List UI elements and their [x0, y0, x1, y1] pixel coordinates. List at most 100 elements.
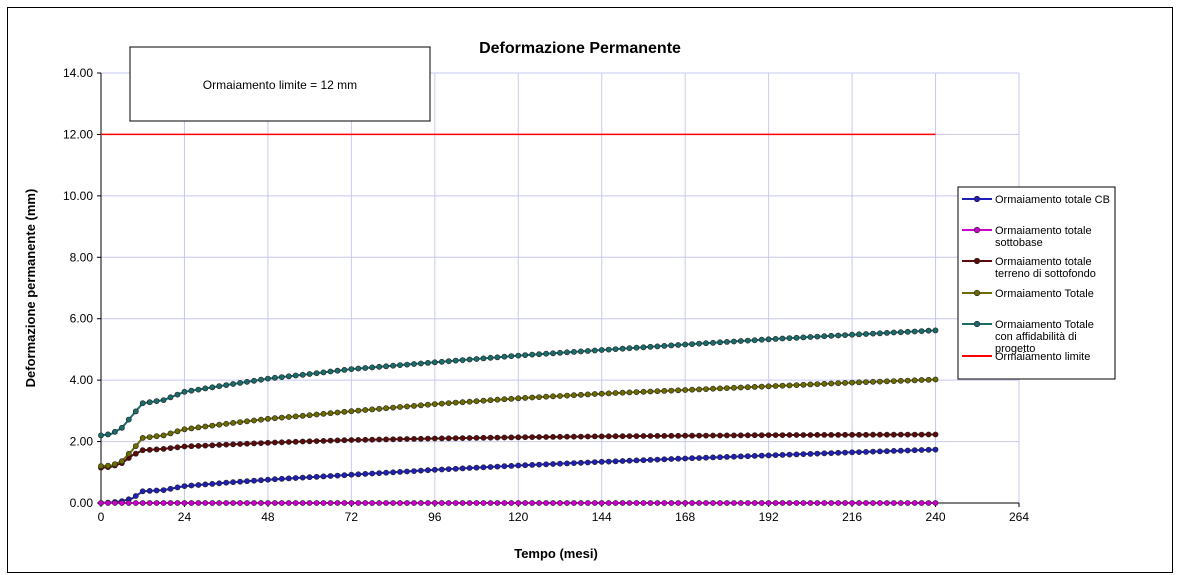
series-point: [328, 369, 333, 374]
legend-label: terreno di sottofondo: [995, 268, 1096, 280]
series-point: [397, 500, 402, 505]
series-point: [147, 500, 152, 505]
series-point: [703, 500, 708, 505]
series-point: [147, 435, 152, 440]
series-point: [703, 387, 708, 392]
series-point: [238, 500, 243, 505]
series-point: [140, 448, 145, 453]
series-point: [641, 345, 646, 350]
series-point: [370, 437, 375, 442]
series-point: [446, 500, 451, 505]
series-point: [891, 500, 896, 505]
series-point: [905, 448, 910, 453]
series-point: [182, 500, 187, 505]
series-point: [314, 412, 319, 417]
series-point: [578, 349, 583, 354]
series-point: [766, 500, 771, 505]
series-point: [662, 433, 667, 438]
x-tick-label: 120: [508, 510, 528, 524]
series-point: [752, 433, 757, 438]
series-point: [251, 418, 256, 423]
series-point: [244, 419, 249, 424]
series-point: [891, 330, 896, 335]
series-point: [439, 467, 444, 472]
series-point: [474, 465, 479, 470]
series-point: [606, 391, 611, 396]
series-point: [891, 432, 896, 437]
series-point: [905, 378, 910, 383]
series-point: [578, 392, 583, 397]
series-point: [502, 435, 507, 440]
series-point: [495, 355, 500, 360]
series-point: [265, 416, 270, 421]
series-point: [662, 343, 667, 348]
series-point: [717, 500, 722, 505]
series-point: [578, 434, 583, 439]
series-point: [738, 338, 743, 343]
series-point: [780, 383, 785, 388]
series-point: [502, 397, 507, 402]
series-point: [272, 416, 277, 421]
series-point: [564, 461, 569, 466]
legend: Ormaiamento totale CBOrmaiamento totales…: [958, 187, 1115, 379]
series-point: [933, 377, 938, 382]
series-point: [690, 456, 695, 461]
series-point: [697, 341, 702, 346]
series-point: [898, 500, 903, 505]
series-point: [794, 500, 799, 505]
series-point: [411, 403, 416, 408]
series-point: [182, 444, 187, 449]
series-point: [154, 399, 159, 404]
series-point: [550, 500, 555, 505]
series-point: [801, 452, 806, 457]
series-point: [808, 451, 813, 456]
series-point: [224, 421, 229, 426]
series-point: [745, 454, 750, 459]
series-point: [300, 372, 305, 377]
series-point: [627, 500, 632, 505]
series-point: [738, 433, 743, 438]
series-point: [238, 380, 243, 385]
series-point: [662, 500, 667, 505]
series-point: [822, 334, 827, 339]
series-point: [766, 384, 771, 389]
series-point: [467, 399, 472, 404]
series-point: [175, 485, 180, 490]
series-point: [745, 500, 750, 505]
series-point: [815, 382, 820, 387]
series-point: [752, 500, 757, 505]
series-point: [745, 385, 750, 390]
series-point: [877, 500, 882, 505]
series-point: [544, 434, 549, 439]
annotation-text: Ormaiamento limite = 12 mm: [203, 78, 357, 92]
series-point: [620, 434, 625, 439]
series-point: [592, 348, 597, 353]
series-point: [224, 480, 229, 485]
series-point: [300, 439, 305, 444]
series-point: [356, 408, 361, 413]
series-point: [244, 441, 249, 446]
series-point: [537, 395, 542, 400]
series-point: [891, 448, 896, 453]
series-point: [175, 429, 180, 434]
series-point: [641, 389, 646, 394]
series-point: [182, 389, 187, 394]
series-point: [307, 500, 312, 505]
series-point: [731, 385, 736, 390]
series-point: [404, 469, 409, 474]
series-point: [537, 434, 542, 439]
series-point: [571, 393, 576, 398]
series-point: [669, 500, 674, 505]
series-point: [773, 336, 778, 341]
series-point: [599, 459, 604, 464]
series-point: [863, 380, 868, 385]
series-point: [933, 447, 938, 452]
chart-title: Deformazione Permanente: [479, 40, 681, 57]
series-point: [585, 392, 590, 397]
series-point: [662, 388, 667, 393]
series-point: [933, 328, 938, 333]
series-point: [843, 432, 848, 437]
series-point: [557, 500, 562, 505]
x-tick-label: 96: [428, 510, 442, 524]
series-point: [926, 447, 931, 452]
